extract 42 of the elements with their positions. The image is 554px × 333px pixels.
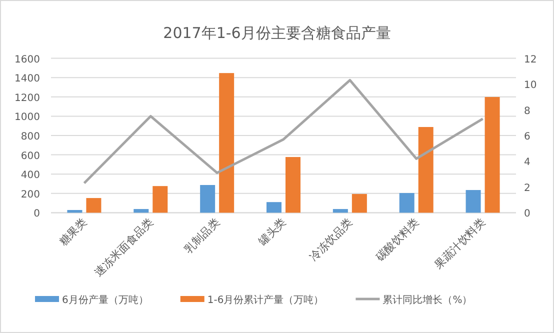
legend-label: 1-6月份累计产量（万吨） (207, 294, 324, 306)
x-tick-label: 乳制品类 (182, 216, 222, 256)
bar (200, 185, 216, 213)
y2-tick-label: 6 (524, 132, 530, 142)
y-tick-label: 1400 (14, 74, 40, 85)
x-tick-label: 速冻米面食品类 (92, 216, 156, 280)
bar (352, 194, 367, 213)
x-tick-label: 冷冻饮品类 (306, 216, 356, 264)
x-tick-label: 果蔬汁饮料类 (432, 216, 488, 272)
bar (332, 209, 348, 213)
y2-tick-label: 0 (524, 208, 530, 220)
bar (484, 96, 500, 213)
y-tick-label: 0 (34, 208, 40, 220)
x-tick-label: 糖果类 (56, 216, 90, 248)
y2-tick-label: 12 (524, 54, 537, 66)
bar (152, 186, 168, 213)
legend-label: 累计同比增长（%） (382, 294, 472, 306)
y2-tick-label: 10 (524, 80, 537, 92)
chart-title: 2017年1-6月份主要含糖食品产量 (163, 24, 391, 42)
bar (418, 127, 434, 213)
y-tick-label: 800 (20, 132, 40, 142)
bar (67, 210, 82, 213)
y-tick-label: 600 (20, 150, 40, 162)
x-tick-label: 碳酸饮料类 (372, 216, 422, 264)
y2-tick-label: 8 (524, 106, 530, 117)
bar (86, 198, 102, 213)
y-tick-label: 400 (20, 170, 40, 182)
line-series (82, 78, 484, 184)
bar (286, 157, 300, 213)
bar (219, 73, 234, 213)
y2-tick-label: 4 (524, 157, 530, 168)
x-tick-label: 罐头类 (256, 216, 289, 248)
bar (134, 209, 149, 213)
y-tick-label: 1200 (14, 92, 40, 104)
legend-label: 6月份产量（万吨） (62, 294, 148, 306)
bar (266, 202, 282, 213)
bar (466, 190, 481, 213)
y-tick-label: 200 (20, 189, 40, 200)
y-tick-label: 1600 (14, 54, 40, 66)
bar (399, 193, 414, 213)
y-tick-label: 1000 (14, 112, 40, 124)
y2-tick-label: 2 (524, 182, 530, 194)
